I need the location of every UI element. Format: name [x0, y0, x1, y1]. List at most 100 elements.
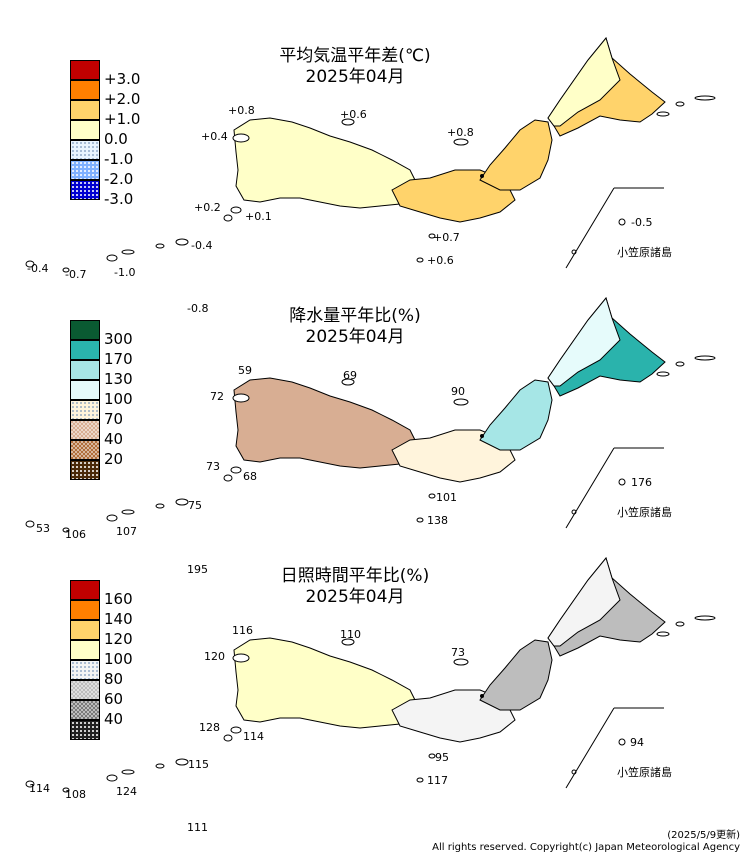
region-west [233, 117, 421, 209]
station-label: -0.4 [27, 262, 49, 275]
legend-swatch [70, 440, 100, 460]
inset-border [565, 707, 615, 789]
station-label: 69 [343, 369, 357, 382]
station-label: 128 [199, 721, 220, 734]
island [453, 658, 469, 666]
island [416, 257, 424, 263]
island [155, 243, 165, 249]
station-label: 106 [65, 528, 86, 541]
island [618, 218, 626, 226]
legend-swatch [70, 60, 100, 80]
precipitation-ratio-panel: 降水量平年比(%) 2025年04月 300 170 130 100 70 40 20 59… [0, 290, 750, 552]
island [694, 95, 716, 101]
region-tohoku [479, 119, 553, 191]
legend-label: -3.0 [104, 190, 134, 208]
island [675, 361, 685, 367]
island [656, 631, 670, 637]
station-label: 59 [238, 364, 252, 377]
japan-map [25, 296, 716, 533]
japan-map [25, 556, 716, 793]
island [121, 249, 135, 255]
station-label: 90 [451, 385, 465, 398]
station-label: 94 [630, 736, 644, 749]
legend-label: 130 [104, 370, 133, 388]
region-west [233, 377, 421, 469]
region-hokkaido-coast [547, 556, 621, 647]
island [232, 653, 250, 663]
station-label: 114 [243, 730, 264, 743]
island [62, 527, 70, 533]
station-label: -1.0 [114, 266, 136, 279]
legend-swatch [70, 320, 100, 340]
legend-swatch [70, 640, 100, 660]
island [106, 774, 118, 782]
island [232, 393, 250, 403]
legend-swatch [70, 180, 100, 200]
island [341, 378, 355, 386]
legend-swatch [70, 600, 100, 620]
station-label: -0.8 [187, 302, 209, 315]
legend-label: 120 [104, 630, 133, 648]
legend-label: -2.0 [104, 170, 134, 188]
legend-label: +2.0 [104, 90, 141, 108]
legend-swatch [70, 380, 100, 400]
legend-label: 80 [104, 670, 124, 688]
island [175, 498, 189, 506]
ogasawara-label: 小笠原諸島 [617, 246, 672, 259]
ogasawara-label: 小笠原諸島 [617, 506, 672, 519]
island [428, 233, 436, 239]
legend-swatch [70, 160, 100, 180]
island [223, 214, 233, 222]
island [694, 615, 716, 621]
station-marker [480, 174, 484, 178]
station-label: 176 [631, 476, 652, 489]
legend-swatch [70, 460, 100, 480]
station-label: +0.8 [447, 126, 474, 139]
station-label: 111 [187, 821, 208, 834]
island [230, 206, 242, 214]
legend-label: -1.0 [104, 150, 134, 168]
island [232, 133, 250, 143]
region-kanto [391, 689, 516, 743]
station-marker [480, 694, 484, 698]
island [694, 355, 716, 361]
legend-swatch [70, 720, 100, 740]
legend-swatch [70, 340, 100, 360]
island [230, 466, 242, 474]
island [341, 638, 355, 646]
region-hokkaido-coast [547, 36, 621, 127]
region-tohoku [479, 379, 553, 451]
legend-swatch [70, 680, 100, 700]
island [416, 777, 424, 783]
island [175, 758, 189, 766]
legend-label: 40 [104, 430, 124, 448]
station-label: -0.7 [65, 268, 87, 281]
legend-label: +3.0 [104, 70, 141, 88]
legend-label: 100 [104, 650, 133, 668]
island [618, 478, 626, 486]
station-label: 124 [116, 785, 137, 798]
island [121, 769, 135, 775]
island [675, 621, 685, 627]
island [106, 254, 118, 262]
copyright: All rights reserved. Copyright(c) Japan … [432, 842, 740, 853]
island [62, 787, 70, 793]
station-label: +0.1 [245, 210, 272, 223]
station-label: 115 [188, 758, 209, 771]
region-kanto [391, 429, 516, 483]
legend-swatch [70, 700, 100, 720]
legend-swatch [70, 100, 100, 120]
legend-swatch [70, 580, 100, 600]
station-label: 73 [451, 646, 465, 659]
sunshine-ratio-panel: 日照時間平年比(%) 2025年04月 160 140 120 100 80 60 40 1… [0, 550, 750, 833]
legend-label: 100 [104, 390, 133, 408]
station-label: 68 [243, 470, 257, 483]
panel-title: 日照時間平年比(%) 2025年04月 [280, 566, 430, 607]
island [656, 111, 670, 117]
island [106, 514, 118, 522]
legend-label: 300 [104, 330, 133, 348]
island [675, 101, 685, 107]
island [341, 118, 355, 126]
legend-label: +1.0 [104, 110, 141, 128]
legend-label: 70 [104, 410, 124, 428]
